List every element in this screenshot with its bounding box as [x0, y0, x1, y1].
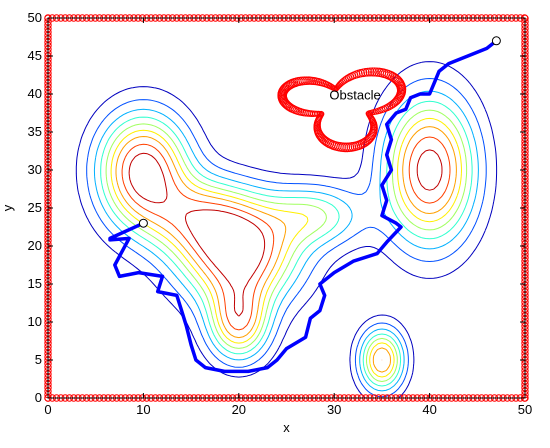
x-tick-label: 50 [518, 402, 532, 417]
obstacle-circle [372, 67, 382, 77]
y-tick-label: 30 [28, 162, 42, 177]
contour-level [93, 90, 479, 392]
x-tick-label: 20 [232, 402, 246, 417]
start-marker [138, 218, 148, 228]
obstacle-annotation: Obstacle [329, 88, 380, 103]
obstacle-circle [344, 74, 353, 82]
contour-layer [75, 61, 498, 399]
obstacle-circle [385, 102, 394, 111]
contour-level [75, 61, 498, 399]
x-tick-label: 30 [327, 402, 341, 417]
x-axis-label: x [283, 420, 290, 435]
obstacle-circle [365, 67, 375, 77]
obstacle-circle [367, 67, 377, 77]
obstacle-circle [340, 142, 351, 153]
path-line [108, 39, 498, 374]
contour-level [105, 109, 468, 382]
y-tick-label: 35 [28, 124, 42, 139]
y-tick-label: 5 [35, 352, 42, 367]
obstacle-circle [382, 104, 390, 112]
y-tick-label: 0 [35, 390, 42, 405]
path-layer [108, 36, 501, 374]
obstacle-circle [370, 67, 380, 77]
obstacle-circle [363, 67, 373, 77]
y-axis-label: y [0, 204, 15, 211]
y-tick-label: 10 [28, 314, 42, 329]
obstacle-circle [366, 132, 375, 142]
obstacle-circle [383, 103, 392, 112]
x-tick-label: 0 [44, 402, 51, 417]
x-tick-label: 10 [136, 402, 150, 417]
contour-level [128, 149, 443, 317]
contour-level [110, 117, 462, 378]
y-tick-label: 50 [28, 10, 42, 25]
y-tick-label: 15 [28, 276, 42, 291]
contour-level [121, 136, 451, 361]
y-tick-label: 25 [28, 200, 42, 215]
contour-level [115, 126, 457, 373]
obstacle-layer [277, 67, 407, 153]
x-tick-label: 40 [422, 402, 436, 417]
y-tick-label: 45 [28, 48, 42, 63]
y-tick-label: 40 [28, 86, 42, 101]
ticks-layer: 0 10 20 30 40 50 0 5 10 15 20 25 30 35 40 45 50 [28, 10, 533, 417]
goal-marker [491, 36, 501, 46]
y-tick-label: 20 [28, 238, 42, 253]
